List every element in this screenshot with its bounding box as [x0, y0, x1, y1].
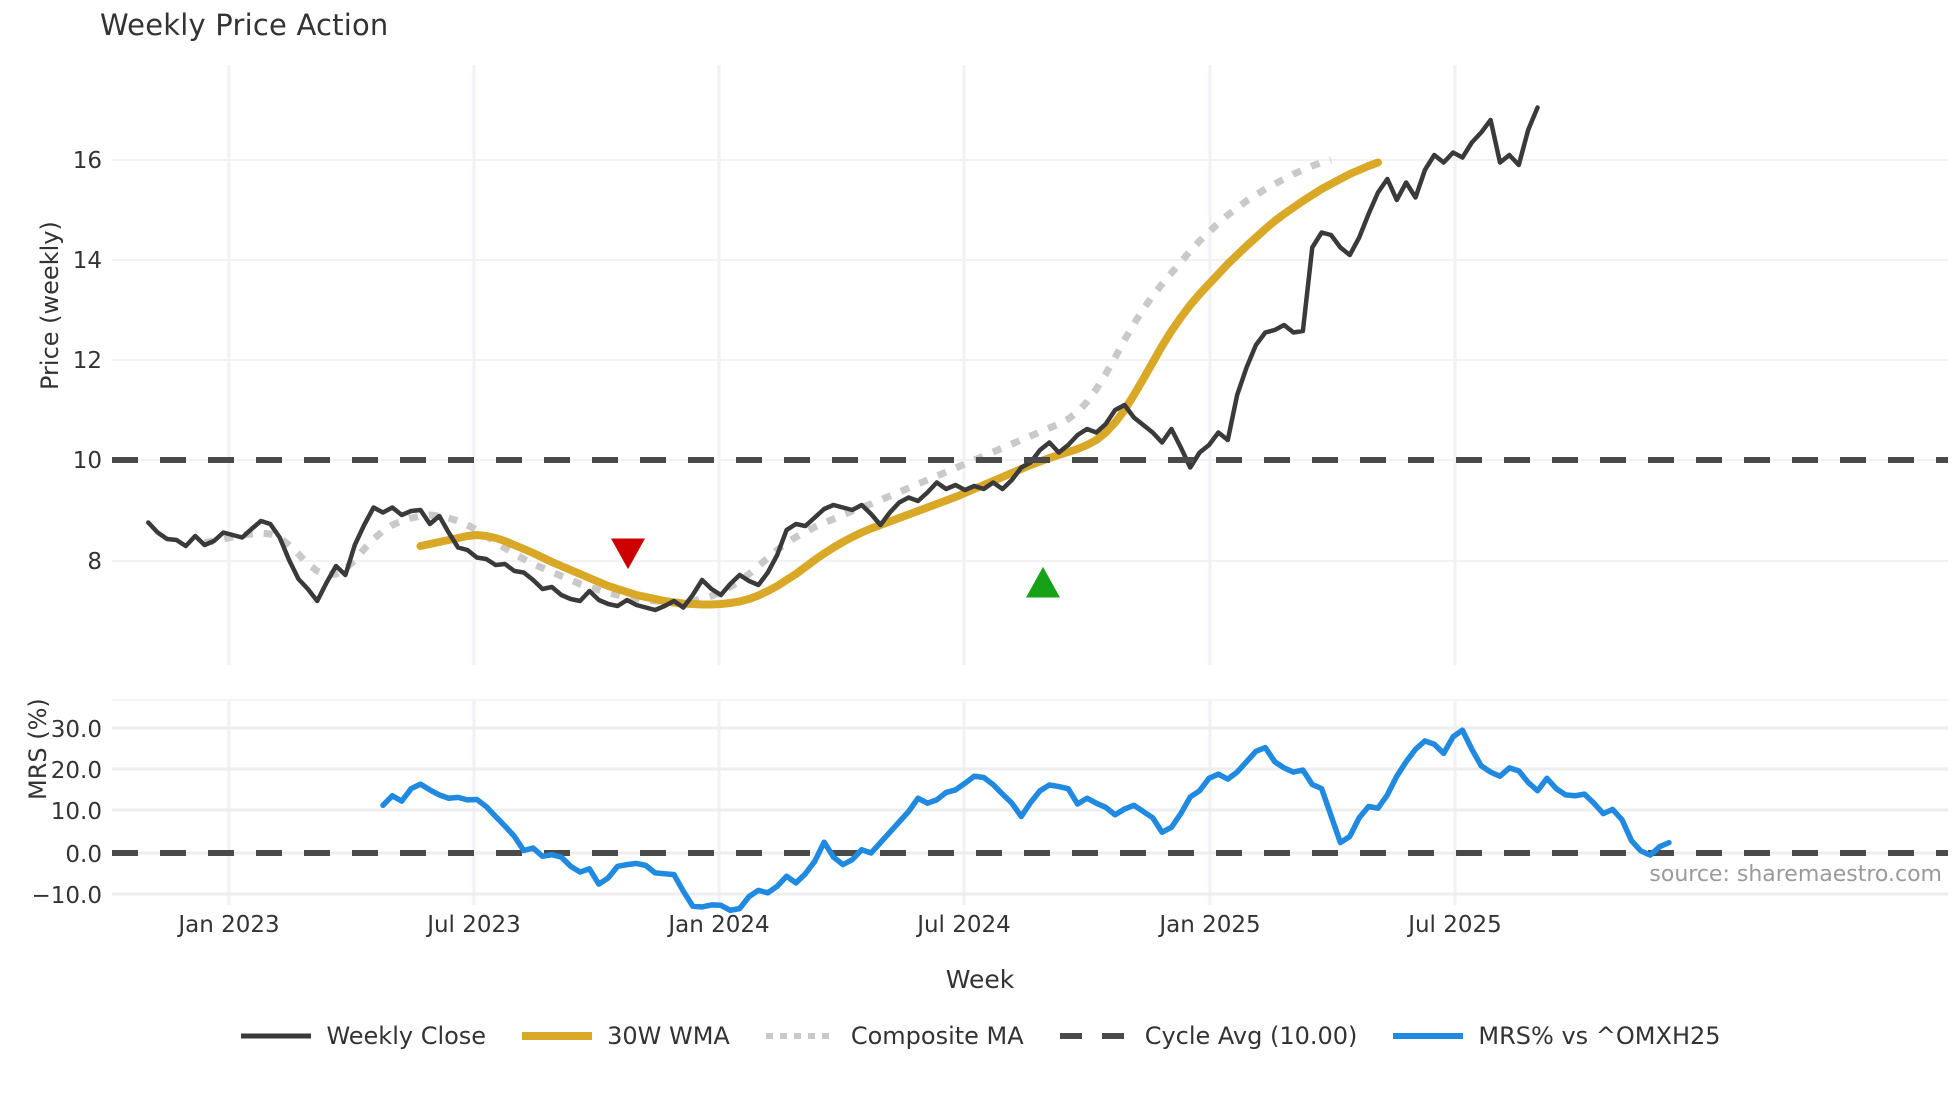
mrs-ytick-10: 10.0	[50, 799, 102, 825]
legend-label-cycle-avg: Cycle Avg (10.00)	[1144, 1022, 1358, 1050]
mrs-ytick-30: 30.0	[50, 717, 102, 743]
xtick-jan-2023: Jan 2023	[178, 912, 280, 938]
price-ytick-10: 10	[72, 448, 102, 474]
legend-item-weekly-close[interactable]: Weekly Close	[239, 1022, 486, 1050]
legend-swatch-weekly-close	[241, 1033, 312, 1039]
price-ytick-16: 16	[72, 148, 102, 174]
mrs-panel-series	[112, 699, 1948, 914]
source-attribution: source: sharemaestro.com	[1649, 862, 1942, 887]
price-panel-series	[112, 105, 1948, 613]
legend-swatch-30w-wma	[522, 1032, 593, 1040]
xtick-jul-2024: Jul 2024	[917, 912, 1011, 938]
price-ytick-14: 14	[72, 248, 102, 274]
price-ytick-8: 8	[87, 549, 102, 575]
legend-item-mrs[interactable]: MRS% vs ^OMXH25	[1391, 1022, 1721, 1050]
legend-label-composite-ma: Composite MA	[850, 1022, 1024, 1050]
legend-item-cycle-avg[interactable]: Cycle Avg (10.00)	[1058, 1022, 1358, 1050]
mrs-ytick-20: 20.0	[50, 758, 102, 784]
chart-title: Weekly Price Action	[100, 8, 389, 42]
legend-swatch-composite-ma	[765, 1033, 836, 1039]
x-axis-label: Week	[945, 965, 1015, 994]
xtick-jul-2025: Jul 2025	[1408, 912, 1502, 938]
legend-label-30w-wma: 30W WMA	[607, 1022, 730, 1050]
xtick-jan-2024: Jan 2024	[668, 912, 770, 938]
legend-label-weekly-close: Weekly Close	[326, 1022, 487, 1050]
signal-markers	[611, 538, 1060, 598]
gridlines	[112, 65, 1948, 905]
mrs-ytick-0: 0.0	[65, 842, 102, 868]
price-ytick-12: 12	[72, 348, 102, 374]
chart-legend: Weekly Close 30W WMA Composite MA Cycle …	[0, 1022, 1960, 1050]
legend-label-mrs: MRS% vs ^OMXH25	[1478, 1022, 1721, 1050]
legend-swatch-mrs	[1393, 1033, 1464, 1039]
legend-item-30w-wma[interactable]: 30W WMA	[520, 1022, 730, 1050]
xtick-jul-2023: Jul 2023	[427, 912, 521, 938]
legend-swatch-cycle-avg	[1059, 1033, 1130, 1039]
legend-item-composite-ma[interactable]: Composite MA	[764, 1022, 1024, 1050]
mrs-ytick-neg10: −10.0	[31, 883, 102, 909]
xtick-jan-2025: Jan 2025	[1159, 912, 1261, 938]
